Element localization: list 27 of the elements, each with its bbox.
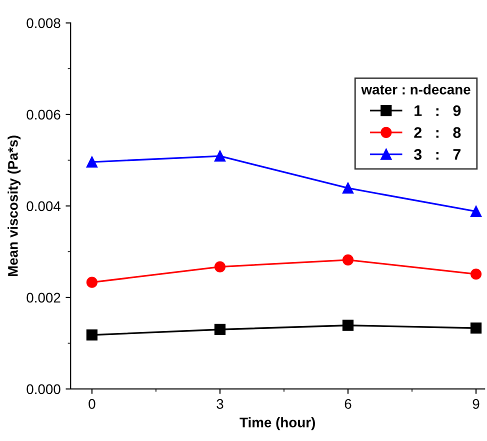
point: [342, 320, 354, 331]
x-tick-label: 9: [472, 399, 480, 409]
point: [470, 206, 482, 217]
y-tick-label: 0.002: [26, 292, 60, 303]
legend-label: 3 : 7: [414, 149, 461, 160]
x-tick-label: 6: [344, 399, 352, 409]
y-tick-label: 0.004: [26, 201, 60, 212]
y-tick-label: 0.008: [26, 18, 60, 28]
x-axis-title: Time (hour): [240, 417, 315, 430]
point: [342, 254, 354, 266]
x-tick-label: 0: [88, 399, 96, 409]
legend-label: 2 : 8: [414, 127, 461, 138]
point: [214, 150, 226, 162]
legend-title: water : n-decane: [361, 84, 470, 94]
point: [342, 182, 354, 194]
point: [214, 261, 226, 272]
y-tick-label: 0.000: [26, 384, 60, 394]
point: [86, 329, 98, 341]
x-tick-label: 3: [216, 399, 224, 409]
legend-label: 1 : 9: [414, 105, 461, 116]
point: [86, 156, 98, 168]
y-tick-label: 0.006: [26, 110, 60, 120]
point: [214, 324, 226, 336]
point: [470, 322, 482, 334]
point: [470, 268, 482, 280]
point: [86, 276, 98, 288]
y-axis-title: Mean viscosity (Pa*s): [8, 136, 21, 276]
